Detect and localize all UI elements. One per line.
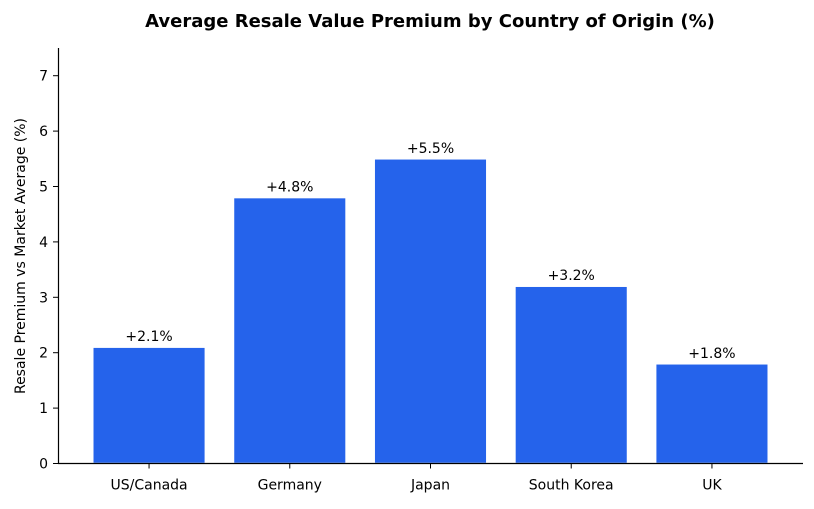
y-tick-label: 5 <box>39 180 48 196</box>
x-tick-label: South Korea <box>529 478 614 494</box>
y-axis-label: Resale Premium vs Market Average (%) <box>13 118 29 394</box>
x-tick-label: US/Canada <box>110 478 187 494</box>
y-tick-label: 7 <box>39 69 48 85</box>
x-tick-label: Germany <box>258 478 322 494</box>
y-tick-label: 4 <box>39 235 48 251</box>
bar-japan <box>373 158 488 465</box>
data-label: +2.1% <box>125 329 172 345</box>
bar-uk <box>654 363 769 465</box>
data-label: +3.2% <box>548 268 595 284</box>
data-label: +5.5% <box>407 141 454 157</box>
y-tick-label: 1 <box>39 401 48 417</box>
x-tick-label: UK <box>702 478 722 494</box>
bar-south-korea <box>514 285 629 465</box>
x-tick-label: Japan <box>410 478 450 494</box>
y-tick-label: 6 <box>39 124 48 140</box>
bar-germany <box>232 196 347 465</box>
chart-title: Average Resale Value Premium by Country … <box>145 11 715 32</box>
bar-us-canada <box>92 346 207 465</box>
data-label: +1.8% <box>688 346 735 362</box>
y-tick-label: 0 <box>39 457 48 473</box>
y-tick-label: 2 <box>39 346 48 362</box>
data-label: +4.8% <box>266 180 313 196</box>
y-tick-label: 3 <box>39 290 48 306</box>
